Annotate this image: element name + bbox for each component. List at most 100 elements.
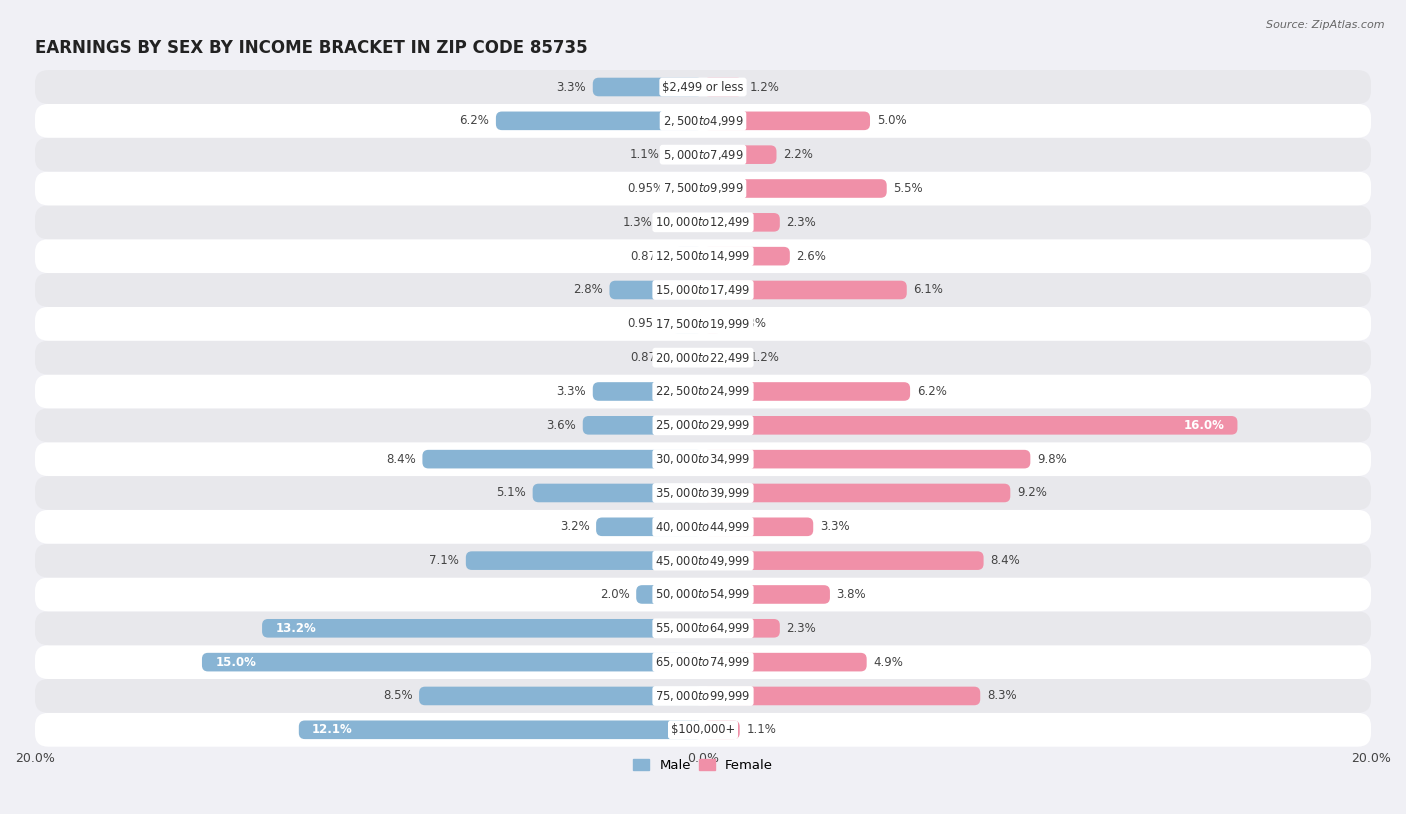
Text: 16.0%: 16.0%	[1184, 419, 1225, 431]
Text: $65,000 to $74,999: $65,000 to $74,999	[655, 655, 751, 669]
Text: 3.8%: 3.8%	[837, 588, 866, 601]
Text: $15,000 to $17,499: $15,000 to $17,499	[655, 283, 751, 297]
Text: $35,000 to $39,999: $35,000 to $39,999	[655, 486, 751, 500]
FancyBboxPatch shape	[35, 578, 1371, 611]
Text: $17,500 to $19,999: $17,500 to $19,999	[655, 317, 751, 330]
FancyBboxPatch shape	[703, 687, 980, 705]
Legend: Male, Female: Male, Female	[627, 754, 779, 777]
Text: 15.0%: 15.0%	[215, 655, 256, 668]
FancyBboxPatch shape	[35, 307, 1371, 341]
Text: 2.2%: 2.2%	[783, 148, 813, 161]
FancyBboxPatch shape	[703, 213, 780, 232]
FancyBboxPatch shape	[35, 104, 1371, 138]
Text: $5,000 to $7,499: $5,000 to $7,499	[662, 147, 744, 162]
Text: 6.2%: 6.2%	[460, 114, 489, 127]
Text: 5.0%: 5.0%	[877, 114, 907, 127]
Text: 5.5%: 5.5%	[893, 182, 922, 195]
FancyBboxPatch shape	[636, 585, 703, 604]
FancyBboxPatch shape	[703, 450, 1031, 468]
FancyBboxPatch shape	[703, 348, 744, 367]
Text: 0.95%: 0.95%	[627, 317, 665, 330]
Text: $10,000 to $12,499: $10,000 to $12,499	[655, 216, 751, 230]
FancyBboxPatch shape	[703, 383, 910, 400]
FancyBboxPatch shape	[703, 179, 887, 198]
FancyBboxPatch shape	[703, 619, 780, 637]
Text: $30,000 to $34,999: $30,000 to $34,999	[655, 452, 751, 466]
Text: 2.3%: 2.3%	[786, 622, 817, 635]
Text: 5.1%: 5.1%	[496, 487, 526, 500]
FancyBboxPatch shape	[673, 348, 703, 367]
FancyBboxPatch shape	[703, 551, 984, 570]
FancyBboxPatch shape	[496, 112, 703, 130]
FancyBboxPatch shape	[35, 409, 1371, 442]
FancyBboxPatch shape	[35, 341, 1371, 374]
FancyBboxPatch shape	[35, 679, 1371, 713]
Text: $22,500 to $24,999: $22,500 to $24,999	[655, 384, 751, 399]
Text: 1.1%: 1.1%	[630, 148, 659, 161]
FancyBboxPatch shape	[659, 213, 703, 232]
FancyBboxPatch shape	[703, 314, 723, 333]
Text: 2.3%: 2.3%	[786, 216, 817, 229]
FancyBboxPatch shape	[35, 205, 1371, 239]
Text: $12,500 to $14,999: $12,500 to $14,999	[655, 249, 751, 263]
Text: 8.4%: 8.4%	[387, 453, 416, 466]
Text: Source: ZipAtlas.com: Source: ZipAtlas.com	[1267, 20, 1385, 30]
FancyBboxPatch shape	[673, 247, 703, 265]
Text: 3.3%: 3.3%	[557, 385, 586, 398]
FancyBboxPatch shape	[35, 138, 1371, 172]
Text: 8.5%: 8.5%	[382, 689, 412, 702]
Text: $7,500 to $9,999: $7,500 to $9,999	[662, 182, 744, 195]
FancyBboxPatch shape	[35, 442, 1371, 476]
FancyBboxPatch shape	[703, 247, 790, 265]
Text: 1.2%: 1.2%	[749, 351, 780, 364]
Text: $50,000 to $54,999: $50,000 to $54,999	[655, 588, 751, 602]
Text: 0.87%: 0.87%	[630, 351, 668, 364]
FancyBboxPatch shape	[35, 611, 1371, 646]
Text: $100,000+: $100,000+	[671, 724, 735, 737]
FancyBboxPatch shape	[703, 518, 813, 536]
Text: 7.1%: 7.1%	[429, 554, 460, 567]
Text: 9.2%: 9.2%	[1017, 487, 1047, 500]
Text: 13.2%: 13.2%	[276, 622, 316, 635]
FancyBboxPatch shape	[596, 518, 703, 536]
FancyBboxPatch shape	[703, 653, 866, 672]
FancyBboxPatch shape	[35, 374, 1371, 409]
FancyBboxPatch shape	[422, 450, 703, 468]
FancyBboxPatch shape	[419, 687, 703, 705]
FancyBboxPatch shape	[35, 273, 1371, 307]
FancyBboxPatch shape	[703, 77, 744, 96]
Text: 0.87%: 0.87%	[630, 250, 668, 263]
Text: 3.6%: 3.6%	[547, 419, 576, 431]
Text: 12.1%: 12.1%	[312, 724, 353, 737]
Text: 1.3%: 1.3%	[623, 216, 652, 229]
Text: 2.0%: 2.0%	[600, 588, 630, 601]
Text: 2.8%: 2.8%	[574, 283, 603, 296]
FancyBboxPatch shape	[671, 314, 703, 333]
FancyBboxPatch shape	[299, 720, 703, 739]
FancyBboxPatch shape	[533, 484, 703, 502]
Text: 3.3%: 3.3%	[557, 81, 586, 94]
Text: 1.2%: 1.2%	[749, 81, 780, 94]
FancyBboxPatch shape	[703, 281, 907, 300]
Text: $40,000 to $44,999: $40,000 to $44,999	[655, 520, 751, 534]
Text: 4.9%: 4.9%	[873, 655, 903, 668]
FancyBboxPatch shape	[703, 416, 1237, 435]
Text: $55,000 to $64,999: $55,000 to $64,999	[655, 621, 751, 635]
FancyBboxPatch shape	[703, 585, 830, 604]
FancyBboxPatch shape	[35, 476, 1371, 510]
FancyBboxPatch shape	[582, 416, 703, 435]
FancyBboxPatch shape	[703, 484, 1011, 502]
Text: $25,000 to $29,999: $25,000 to $29,999	[655, 418, 751, 432]
Text: 0.58%: 0.58%	[730, 317, 766, 330]
FancyBboxPatch shape	[666, 146, 703, 164]
FancyBboxPatch shape	[671, 179, 703, 198]
Text: 6.2%: 6.2%	[917, 385, 946, 398]
FancyBboxPatch shape	[703, 146, 776, 164]
FancyBboxPatch shape	[35, 239, 1371, 273]
Text: $2,500 to $4,999: $2,500 to $4,999	[662, 114, 744, 128]
Text: $20,000 to $22,499: $20,000 to $22,499	[655, 351, 751, 365]
Text: 3.2%: 3.2%	[560, 520, 589, 533]
Text: 1.1%: 1.1%	[747, 724, 776, 737]
Text: $45,000 to $49,999: $45,000 to $49,999	[655, 554, 751, 567]
FancyBboxPatch shape	[465, 551, 703, 570]
